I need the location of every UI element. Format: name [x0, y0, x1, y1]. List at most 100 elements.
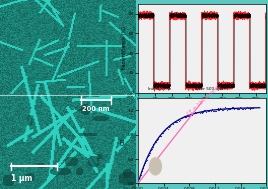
Point — [140, 170, 144, 173]
Point — [184, 115, 189, 119]
Point — [247, 106, 251, 109]
Point — [162, 129, 166, 132]
Point — [185, 115, 189, 118]
Point — [192, 112, 196, 115]
Point — [231, 108, 236, 111]
Text: Initial cycle: Initial cycle — [148, 87, 171, 91]
Point — [165, 128, 170, 131]
Point — [213, 109, 217, 112]
Point — [237, 108, 241, 111]
Point — [242, 107, 246, 110]
Point — [173, 120, 177, 123]
Point — [196, 110, 201, 113]
Point — [214, 109, 218, 112]
Point — [144, 160, 148, 163]
Point — [179, 117, 183, 120]
Point — [241, 108, 245, 111]
Point — [209, 109, 213, 112]
Point — [245, 105, 249, 108]
Point — [166, 126, 171, 129]
Point — [218, 107, 222, 110]
Point — [250, 106, 255, 109]
Point — [196, 111, 200, 114]
Point — [150, 147, 154, 150]
Point — [235, 108, 239, 111]
Point — [220, 108, 224, 111]
Point — [248, 106, 253, 109]
Point — [169, 123, 173, 126]
Point — [178, 118, 182, 121]
Point — [148, 149, 153, 152]
Point — [148, 151, 152, 154]
Point — [224, 106, 228, 109]
Point — [165, 126, 169, 129]
Point — [167, 125, 172, 128]
Point — [156, 138, 160, 141]
Point — [226, 107, 230, 110]
Point — [183, 115, 187, 118]
Point — [158, 135, 162, 138]
Point — [151, 143, 156, 146]
Point — [191, 111, 195, 114]
Point — [161, 131, 165, 134]
Point — [188, 115, 192, 118]
Point — [222, 108, 226, 111]
Point — [193, 111, 197, 114]
Point — [189, 113, 193, 116]
Y-axis label: OD: OD — [121, 137, 126, 145]
Point — [157, 135, 161, 138]
Point — [204, 110, 208, 113]
Point — [251, 106, 255, 109]
Point — [221, 109, 225, 112]
Point — [195, 111, 199, 114]
Point — [139, 173, 143, 176]
Point — [155, 139, 159, 142]
Point — [229, 106, 234, 109]
Point — [247, 108, 252, 111]
Point — [249, 106, 254, 109]
Point — [198, 110, 203, 113]
Point — [232, 106, 237, 109]
Point — [142, 164, 146, 167]
Point — [239, 107, 243, 110]
Point — [186, 115, 191, 118]
Point — [210, 108, 214, 111]
Point — [146, 154, 150, 157]
Point — [198, 111, 202, 114]
Point — [183, 115, 188, 118]
Point — [227, 108, 231, 111]
Point — [212, 109, 216, 112]
Point — [171, 122, 175, 125]
Point — [154, 140, 158, 143]
Point — [201, 111, 206, 114]
Y-axis label: Transmittance (%): Transmittance (%) — [122, 26, 127, 71]
Point — [240, 108, 244, 111]
Point — [202, 109, 206, 112]
Point — [216, 107, 221, 110]
Point — [225, 108, 229, 111]
Point — [203, 109, 207, 112]
Point — [145, 158, 149, 161]
Point — [230, 106, 235, 109]
Point — [215, 108, 220, 111]
Point — [159, 134, 163, 137]
Point — [223, 105, 227, 108]
Point — [217, 108, 222, 111]
Point — [244, 106, 248, 109]
Point — [211, 110, 215, 113]
X-axis label: Time (s): Time (s) — [192, 102, 212, 107]
Point — [153, 139, 158, 142]
Text: After 500 cycles: After 500 cycles — [195, 87, 228, 91]
Text: 200 nm: 200 nm — [82, 106, 110, 112]
Point — [206, 109, 210, 112]
Point — [172, 120, 176, 123]
Point — [205, 108, 209, 112]
Text: CE = 134.4 cm²/C: CE = 134.4 cm²/C — [186, 84, 222, 116]
Point — [187, 114, 191, 117]
Point — [160, 131, 164, 134]
Text: 1 μm: 1 μm — [11, 174, 32, 183]
Point — [214, 107, 219, 110]
Point — [194, 111, 198, 114]
Point — [150, 146, 155, 149]
Point — [180, 116, 184, 119]
